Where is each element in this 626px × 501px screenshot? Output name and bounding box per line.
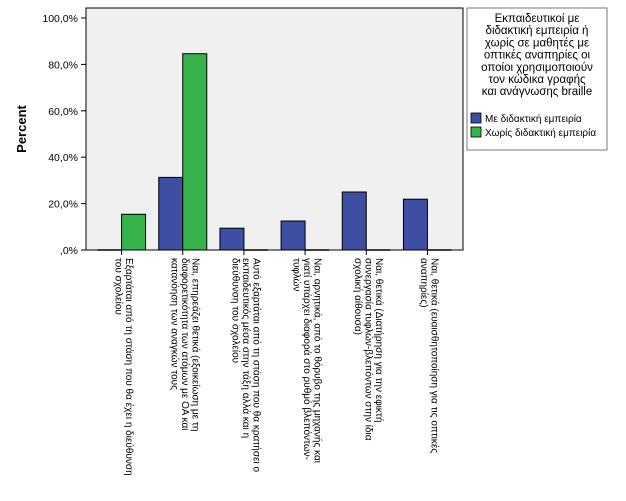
y-tick-label: 80,0% xyxy=(48,59,78,71)
legend-label: Χωρίς διδακτική εμπειρία xyxy=(485,127,596,139)
x-tick-label: του σχολείου xyxy=(112,258,124,315)
x-tick-label: Ναι, επηρεάζει θετικά (εξοικείωση με τη xyxy=(189,258,201,431)
x-tick-label: διαφορετικότητα των ατόμων με ΟΑ και xyxy=(179,258,191,431)
y-tick-label: 20,0% xyxy=(48,199,78,211)
bar-with-experience xyxy=(158,176,184,251)
y-axis-title: Percent xyxy=(14,104,29,152)
legend-title-line: διδακτική εμπειρία ή xyxy=(486,25,589,37)
legend-swatch xyxy=(470,126,482,138)
x-tick-label: Ναι, θετικά (Διατήρηση για την εφικτή xyxy=(373,258,385,422)
y-tick-label: ,0% xyxy=(60,245,78,257)
x-tick-label: εκπαιδευτικός μέσα στην τάξη αλλά και η xyxy=(240,258,252,438)
x-tick-label: κατανόηση των αναγκών τους xyxy=(168,258,180,390)
x-tick-label: αναπηρίες) xyxy=(418,258,430,308)
legend-title-line: Εκπαιδευτικοί με xyxy=(495,13,580,25)
bar-without-experience xyxy=(182,53,208,251)
x-tick-label: διεύθυνση του σχολείου xyxy=(229,258,241,363)
x-tick-label: Ναι, αρνητικά, από το θόρυβο της μηχανής… xyxy=(312,258,324,463)
plot-area xyxy=(85,7,464,251)
legend-swatch xyxy=(470,112,482,124)
legend-title-line: τον κώδικα γραφής xyxy=(488,74,586,86)
legend-box xyxy=(466,7,608,151)
x-tick-label: Αυτό εξαρτάται από τη στάση που θα κρατή… xyxy=(250,258,262,472)
legend-title-line: χωρίς σε μαθητές με xyxy=(485,37,589,49)
y-tick-label: 40,0% xyxy=(48,152,78,164)
y-tick-label: 60,0% xyxy=(48,106,78,118)
bar-with-experience xyxy=(219,227,245,251)
y-axis: 100,0% 80,0% 60,0% 40,0% 20,0% ,0% xyxy=(42,13,86,257)
x-tick-label: Ναι, θετικά (ευαισθητοποίηση για τις οπτ… xyxy=(429,258,441,453)
y-tick-label: 100,0% xyxy=(42,13,78,25)
bar-without-experience xyxy=(121,213,147,251)
legend-items: Με διδακτική εμπειρία Χωρίς διδακτική εμπ… xyxy=(470,112,596,139)
bars-group xyxy=(97,53,452,255)
x-tick-label: τυφλών xyxy=(291,258,303,291)
legend-title-line: και ανάγνωσης braille xyxy=(482,86,592,98)
legend-title-line: οποίοι χρησιμοποιούν xyxy=(481,62,593,74)
category-labels: Εξαρτάται από τη στάση που θα έχει η διε… xyxy=(112,258,440,476)
x-tick-label: σχολική αίθουσα) xyxy=(352,258,364,335)
legend-label: Με διδακτική εμπειρία xyxy=(485,113,582,125)
x-tick-label: Εξαρτάται από τη στάση που θα έχει η διε… xyxy=(123,258,135,476)
bar-with-experience xyxy=(341,191,367,251)
x-tick-label: γιατί υπάρχει διαφορά στο ρυθμό βλεπόντω… xyxy=(301,258,313,460)
x-tick-label: συνεργασία τυφλών-βλεπόντων στην ίδια xyxy=(362,258,374,441)
bar-with-experience xyxy=(280,220,306,251)
legend-title-line: οπτικές αναπηρίες οι xyxy=(484,50,591,62)
bar-with-experience xyxy=(402,198,428,251)
